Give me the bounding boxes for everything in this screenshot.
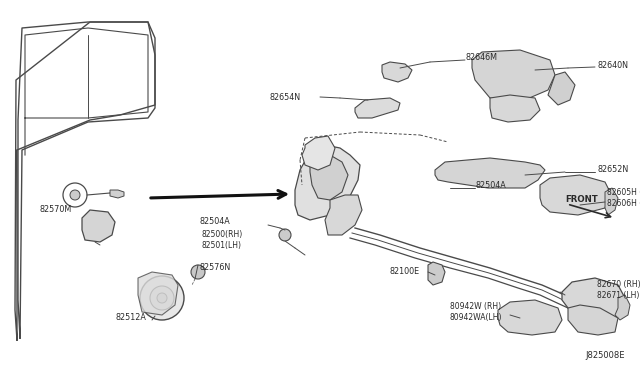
Text: 82500(RH)
82501(LH): 82500(RH) 82501(LH) xyxy=(202,230,243,250)
Circle shape xyxy=(150,286,174,310)
Polygon shape xyxy=(605,188,618,215)
Circle shape xyxy=(70,190,80,200)
Text: 82640N: 82640N xyxy=(597,61,628,70)
Text: J825008E: J825008E xyxy=(585,350,625,359)
Polygon shape xyxy=(568,305,618,335)
Polygon shape xyxy=(310,155,348,200)
Text: 82504A: 82504A xyxy=(200,218,231,227)
Text: 82605H (RH)
82606H (LH): 82605H (RH) 82606H (LH) xyxy=(607,187,640,208)
Polygon shape xyxy=(498,300,562,335)
Text: 82576N: 82576N xyxy=(200,263,231,273)
Polygon shape xyxy=(138,272,178,315)
Text: 80942W (RH)
80942WA(LH): 80942W (RH) 80942WA(LH) xyxy=(450,302,502,323)
Polygon shape xyxy=(435,158,545,188)
Text: 82570M: 82570M xyxy=(40,205,72,215)
Text: 82100E: 82100E xyxy=(390,267,420,276)
Circle shape xyxy=(140,276,184,320)
Polygon shape xyxy=(490,95,540,122)
Text: 82512A: 82512A xyxy=(115,314,146,323)
Polygon shape xyxy=(382,62,412,82)
Circle shape xyxy=(279,229,291,241)
Text: 82654N: 82654N xyxy=(270,93,301,102)
Circle shape xyxy=(191,265,205,279)
Text: 82646M: 82646M xyxy=(465,52,497,61)
Polygon shape xyxy=(325,195,362,235)
Polygon shape xyxy=(295,145,360,220)
Circle shape xyxy=(157,293,167,303)
Text: 82504A: 82504A xyxy=(476,182,507,190)
Polygon shape xyxy=(562,278,625,322)
Text: FRONT: FRONT xyxy=(565,196,598,205)
Polygon shape xyxy=(355,98,400,118)
Polygon shape xyxy=(548,72,575,105)
Polygon shape xyxy=(302,136,335,170)
Polygon shape xyxy=(472,50,555,102)
Polygon shape xyxy=(82,210,115,242)
Polygon shape xyxy=(110,190,124,198)
Polygon shape xyxy=(540,175,610,215)
Text: 82652N: 82652N xyxy=(597,166,628,174)
Polygon shape xyxy=(428,262,445,285)
Polygon shape xyxy=(615,295,630,320)
Text: 82670 (RH)
82671 (LH): 82670 (RH) 82671 (LH) xyxy=(597,280,640,301)
